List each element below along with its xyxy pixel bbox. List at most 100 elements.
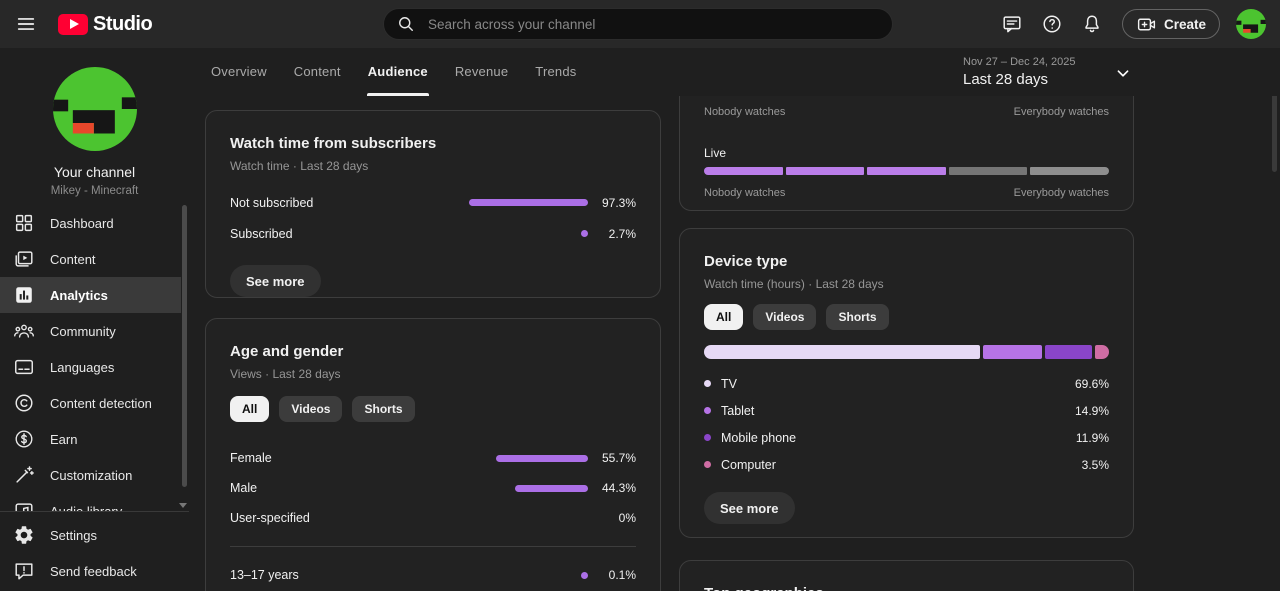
legend-value: 11.9% bbox=[1075, 430, 1109, 445]
sidebar-item-label: Analytics bbox=[50, 287, 108, 303]
sidebar-item-label: Community bbox=[50, 323, 116, 339]
live-label: Live bbox=[704, 146, 727, 160]
stat-value: 97.3% bbox=[601, 195, 636, 210]
card-title: Device type bbox=[704, 253, 788, 270]
bar-segment bbox=[785, 167, 865, 175]
divider bbox=[230, 546, 636, 547]
stat-row-male: Male 44.3% bbox=[230, 473, 636, 503]
legend-label: Mobile phone bbox=[721, 430, 797, 445]
sidebar-item-analytics[interactable]: Analytics bbox=[0, 277, 181, 313]
topbar-actions: Create bbox=[994, 0, 1266, 48]
sidebar-item-content[interactable]: Content bbox=[0, 241, 181, 277]
sidebar-scroll-down-arrow[interactable] bbox=[179, 503, 187, 508]
chip-videos[interactable]: Videos bbox=[279, 396, 343, 422]
bar-segment bbox=[948, 167, 1028, 175]
chip-shorts[interactable]: Shorts bbox=[826, 304, 889, 330]
chevron-down-icon bbox=[1112, 62, 1134, 84]
see-more-button[interactable]: See more bbox=[230, 265, 321, 297]
stat-row-subscribed: Subscribed 2.7% bbox=[230, 218, 636, 249]
legend-value: 14.9% bbox=[1074, 403, 1109, 418]
main-scrollbar[interactable] bbox=[1272, 62, 1277, 172]
stat-label: Female bbox=[230, 451, 272, 465]
help-button[interactable] bbox=[1034, 6, 1070, 42]
feedback-icon bbox=[13, 560, 35, 582]
chip-shorts[interactable]: Shorts bbox=[352, 396, 415, 422]
device-stacked-bar bbox=[704, 345, 1110, 359]
legend-dot bbox=[704, 461, 711, 468]
bar-segment bbox=[867, 167, 946, 175]
legend-dot bbox=[704, 407, 711, 414]
chip-all[interactable]: All bbox=[230, 396, 270, 422]
bar-segment-tablet bbox=[982, 345, 1042, 359]
card-title: Age and gender bbox=[230, 343, 344, 360]
notifications-button[interactable] bbox=[1074, 6, 1110, 42]
search-bar[interactable] bbox=[383, 8, 893, 40]
date-picker-chevron[interactable] bbox=[1112, 62, 1134, 84]
channel-title: Your channel bbox=[53, 164, 136, 180]
stat-label: 13–17 years bbox=[230, 568, 299, 582]
card-subtitle: Watch time · Last 28 days bbox=[230, 159, 369, 173]
copyright-icon bbox=[13, 392, 35, 414]
search-input[interactable] bbox=[428, 16, 880, 32]
account-avatar[interactable] bbox=[1236, 9, 1266, 39]
channel-section: Your channel Mikey - Minecraft bbox=[0, 48, 189, 197]
card-title: Watch time from subscribers bbox=[230, 135, 437, 152]
caption-everybody-watches: Everybody watches bbox=[1013, 187, 1109, 199]
card-audience-watchers: Nobody watches Everybody watches Live No… bbox=[679, 96, 1134, 211]
topbar: Studio Create bbox=[0, 0, 1280, 48]
tab-trends[interactable]: Trends bbox=[535, 64, 577, 79]
analytics-icon bbox=[13, 284, 35, 306]
hamburger-menu-button[interactable] bbox=[8, 6, 44, 42]
sidebar-item-languages[interactable]: Languages bbox=[0, 349, 181, 385]
legend-row-tv: TV 69.6% bbox=[704, 370, 1109, 397]
chip-videos[interactable]: Videos bbox=[753, 304, 817, 330]
legend-dot bbox=[704, 434, 711, 441]
caption-everybody-watches: Everybody watches bbox=[1013, 106, 1109, 118]
legend-dot bbox=[704, 380, 711, 387]
stat-value: 55.7% bbox=[601, 451, 636, 465]
sidebar-scrollbar[interactable] bbox=[182, 205, 187, 487]
sidebar-item-customization[interactable]: Customization bbox=[0, 457, 181, 493]
sidebar-item-community[interactable]: Community bbox=[0, 313, 181, 349]
tab-audience[interactable]: Audience bbox=[366, 48, 429, 96]
stat-bar bbox=[466, 199, 588, 206]
hamburger-icon bbox=[15, 13, 37, 35]
stat-dot bbox=[581, 230, 588, 237]
sidebar-item-label: Content bbox=[50, 251, 96, 267]
create-video-icon bbox=[1136, 14, 1157, 35]
channel-avatar[interactable] bbox=[52, 67, 137, 151]
caption-nobody-watches: Nobody watches bbox=[704, 106, 786, 118]
bar-segment-computer bbox=[1095, 345, 1110, 359]
tab-overview[interactable]: Overview bbox=[211, 64, 267, 79]
stat-label: Not subscribed bbox=[230, 195, 314, 210]
date-range-picker[interactable]: Nov 27 – Dec 24, 2025 Last 28 days bbox=[963, 56, 1076, 88]
sidebar-item-earn[interactable]: Earn bbox=[0, 421, 181, 457]
sidebar-item-content-detection[interactable]: Content detection bbox=[0, 385, 181, 421]
brand-text: Studio bbox=[93, 12, 153, 35]
tab-content[interactable]: Content bbox=[293, 64, 341, 79]
sidebar-item-send-feedback[interactable]: Send feedback bbox=[0, 553, 189, 589]
bell-icon bbox=[1081, 13, 1103, 35]
sidebar-item-dashboard[interactable]: Dashboard bbox=[0, 205, 181, 241]
youtube-studio-logo[interactable]: Studio bbox=[58, 12, 153, 36]
card-watch-time-from-subscribers: Watch time from subscribers Watch time ·… bbox=[205, 110, 661, 298]
create-button[interactable]: Create bbox=[1121, 9, 1220, 39]
stat-bar bbox=[423, 571, 588, 579]
stat-row-female: Female 55.7% bbox=[230, 443, 636, 473]
analytics-tabs: Overview Content Audience Revenue Trends bbox=[211, 48, 603, 96]
legend-value: 3.5% bbox=[1081, 457, 1109, 472]
stat-value: 44.3% bbox=[601, 481, 636, 495]
dashboard-icon bbox=[13, 212, 35, 234]
dollar-icon bbox=[13, 428, 35, 450]
chip-all[interactable]: All bbox=[704, 304, 744, 330]
bar-segment-mobile bbox=[1044, 345, 1093, 359]
sidebar-item-settings[interactable]: Settings bbox=[0, 517, 189, 553]
see-more-button[interactable]: See more bbox=[704, 492, 795, 524]
gear-icon bbox=[13, 524, 35, 546]
sidebar-item-label: Dashboard bbox=[50, 215, 114, 231]
comments-button[interactable] bbox=[994, 6, 1030, 42]
card-age-and-gender: Age and gender Views · Last 28 days All … bbox=[205, 318, 661, 591]
date-range-text: Nov 27 – Dec 24, 2025 bbox=[963, 56, 1076, 68]
tab-revenue[interactable]: Revenue bbox=[454, 64, 509, 79]
play-icon bbox=[69, 19, 79, 29]
